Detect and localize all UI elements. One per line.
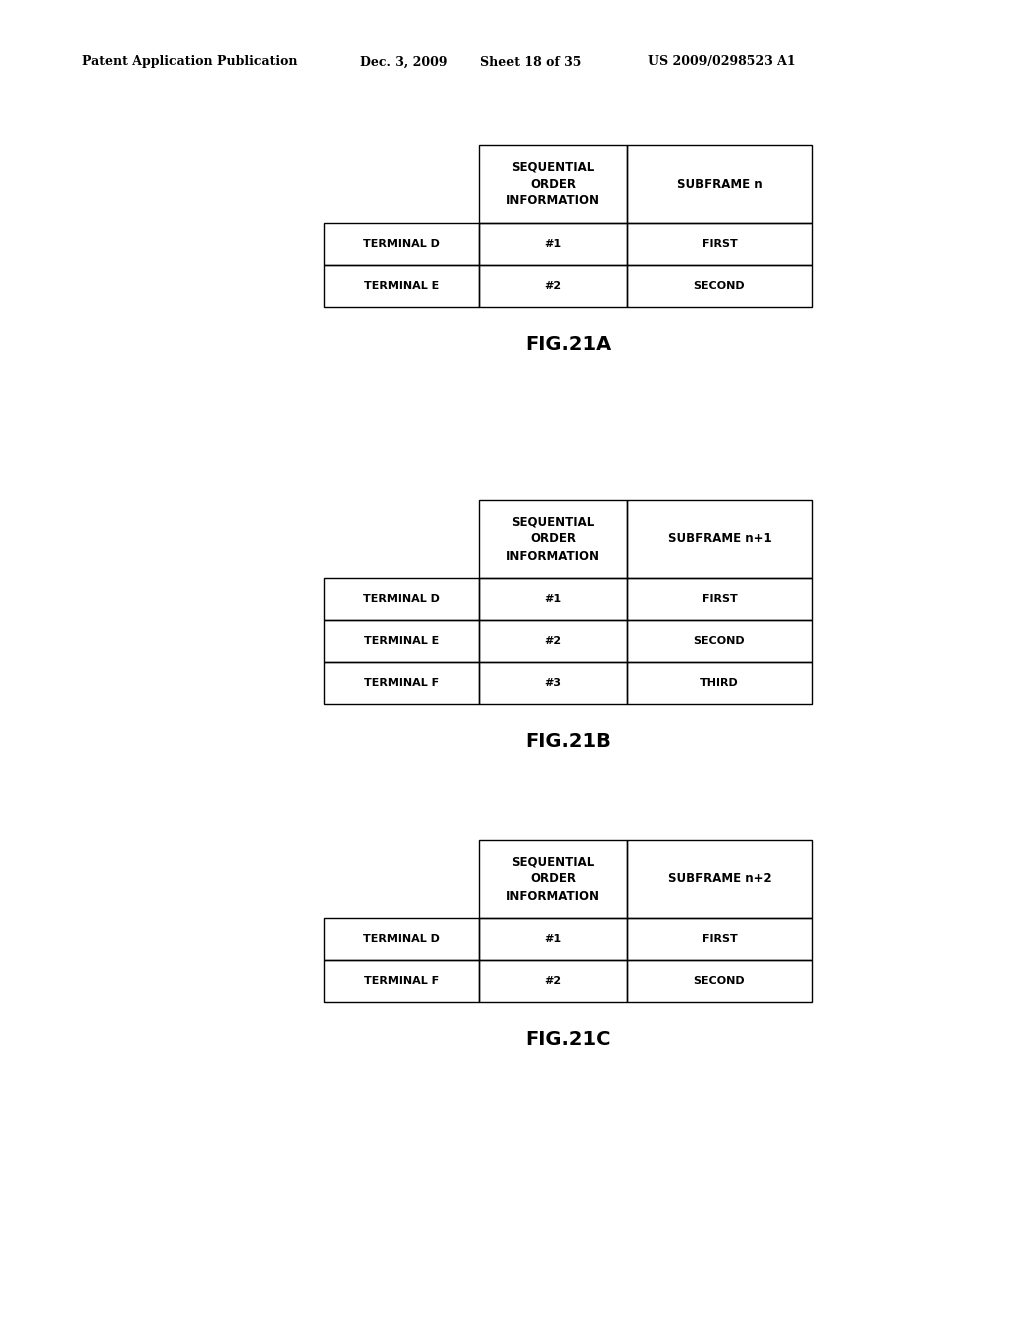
Bar — [627, 917, 812, 960]
Bar — [479, 265, 627, 308]
Text: TERMINAL D: TERMINAL D — [364, 935, 440, 944]
Bar — [324, 917, 479, 960]
Text: Dec. 3, 2009: Dec. 3, 2009 — [360, 55, 447, 69]
Bar — [479, 840, 627, 917]
Text: FIG.21C: FIG.21C — [525, 1030, 610, 1049]
Bar — [479, 500, 627, 578]
Text: FIRST: FIRST — [701, 594, 737, 605]
Text: TERMINAL E: TERMINAL E — [364, 636, 439, 645]
Text: TERMINAL D: TERMINAL D — [364, 239, 440, 249]
Bar — [479, 223, 627, 265]
Bar — [324, 620, 479, 663]
Text: Sheet 18 of 35: Sheet 18 of 35 — [480, 55, 582, 69]
Text: FIG.21A: FIG.21A — [525, 335, 611, 354]
Text: TERMINAL F: TERMINAL F — [364, 975, 439, 986]
Bar — [324, 663, 479, 704]
Text: SEQUENTIAL
ORDER
INFORMATION: SEQUENTIAL ORDER INFORMATION — [506, 161, 600, 207]
Text: SEQUENTIAL
ORDER
INFORMATION: SEQUENTIAL ORDER INFORMATION — [506, 516, 600, 562]
Text: FIRST: FIRST — [701, 239, 737, 249]
Text: TERMINAL E: TERMINAL E — [364, 281, 439, 290]
Text: SUBFRAME n: SUBFRAME n — [677, 177, 762, 190]
Text: #1: #1 — [545, 239, 561, 249]
Bar — [324, 578, 479, 620]
Bar — [479, 620, 627, 663]
Bar — [627, 960, 812, 1002]
Bar — [627, 840, 812, 917]
Bar — [627, 578, 812, 620]
Text: #1: #1 — [545, 594, 561, 605]
Bar — [627, 663, 812, 704]
Text: TERMINAL F: TERMINAL F — [364, 678, 439, 688]
Bar — [324, 960, 479, 1002]
Bar — [479, 145, 627, 223]
Text: FIG.21B: FIG.21B — [525, 733, 611, 751]
Bar — [627, 265, 812, 308]
Text: FIRST: FIRST — [701, 935, 737, 944]
Text: #1: #1 — [545, 935, 561, 944]
Bar — [627, 500, 812, 578]
Text: #2: #2 — [545, 975, 561, 986]
Text: #2: #2 — [545, 281, 561, 290]
Text: #2: #2 — [545, 636, 561, 645]
Text: SECOND: SECOND — [693, 281, 745, 290]
Bar — [627, 223, 812, 265]
Text: THIRD: THIRD — [700, 678, 739, 688]
Bar — [627, 620, 812, 663]
Text: Patent Application Publication: Patent Application Publication — [82, 55, 298, 69]
Text: SUBFRAME n+1: SUBFRAME n+1 — [668, 532, 771, 545]
Text: TERMINAL D: TERMINAL D — [364, 594, 440, 605]
Bar — [324, 223, 479, 265]
Bar — [479, 578, 627, 620]
Bar — [479, 917, 627, 960]
Bar — [479, 960, 627, 1002]
Text: SECOND: SECOND — [693, 975, 745, 986]
Bar — [324, 265, 479, 308]
Text: SECOND: SECOND — [693, 636, 745, 645]
Text: SUBFRAME n+2: SUBFRAME n+2 — [668, 873, 771, 886]
Text: US 2009/0298523 A1: US 2009/0298523 A1 — [648, 55, 796, 69]
Text: SEQUENTIAL
ORDER
INFORMATION: SEQUENTIAL ORDER INFORMATION — [506, 855, 600, 903]
Bar — [479, 663, 627, 704]
Bar — [627, 145, 812, 223]
Text: #3: #3 — [545, 678, 561, 688]
